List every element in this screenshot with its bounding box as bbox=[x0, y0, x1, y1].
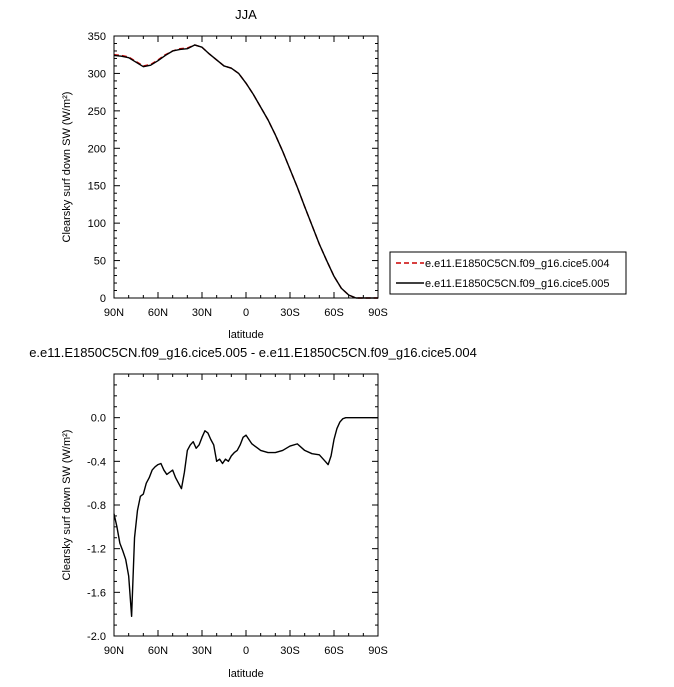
y-tick-label: 150 bbox=[88, 181, 106, 193]
legend: e.e11.E1850C5CN.f09_g16.cice5.004 e.e11.E… bbox=[389, 251, 627, 295]
y-tick-label: 200 bbox=[88, 143, 106, 155]
y-tick-label: 0.0 bbox=[91, 413, 106, 425]
y-tick-label: 300 bbox=[88, 68, 106, 80]
x-tick-label: 90N bbox=[104, 307, 124, 319]
x-tick-label: 90N bbox=[104, 645, 124, 657]
x-tick-label: 30S bbox=[280, 307, 300, 319]
chart-title: JJA bbox=[235, 7, 257, 22]
plot-frame bbox=[113, 373, 379, 637]
x-tick-label: 60N bbox=[148, 307, 168, 319]
x-tick-label: 0 bbox=[243, 645, 249, 657]
x-tick-label: 60S bbox=[324, 307, 344, 319]
legend-label-0: e.e11.E1850C5CN.f09_g16.cice5.004 bbox=[425, 258, 610, 270]
y-tick-label: 100 bbox=[88, 218, 106, 230]
y-tick-label: -1.2 bbox=[87, 544, 106, 556]
x-tick-label: 90S bbox=[368, 645, 388, 657]
series-line-1 bbox=[113, 44, 378, 299]
y-axis-label: Clearsky surf down SW (W/m²) bbox=[61, 92, 73, 243]
y-tick-label: -0.4 bbox=[87, 456, 106, 468]
x-tick-label: 30N bbox=[192, 645, 212, 657]
y-tick-label: 50 bbox=[94, 256, 106, 268]
x-tick-label: 0 bbox=[243, 307, 249, 319]
chart-title: e.e11.E1850C5CN.f09_g16.cice5.005 - e.e1… bbox=[29, 345, 477, 360]
x-axis-label: latitude bbox=[228, 329, 263, 341]
y-tick-label: -1.6 bbox=[87, 587, 106, 599]
y-tick-label: -0.8 bbox=[87, 500, 106, 512]
x-axis-label: latitude bbox=[228, 668, 263, 680]
x-tick-label: 30S bbox=[280, 645, 300, 657]
legend-box bbox=[389, 251, 627, 295]
plot-frame bbox=[113, 35, 379, 299]
x-tick-label: 30N bbox=[192, 307, 212, 319]
x-tick-label: 90S bbox=[368, 307, 388, 319]
y-tick-label: 350 bbox=[88, 31, 106, 43]
y-tick-label: -2.0 bbox=[87, 631, 106, 643]
series-line-0 bbox=[113, 416, 378, 618]
y-tick-label: 0 bbox=[100, 293, 106, 305]
y-axis-label-group: Clearsky surf down SW (W/m²) bbox=[61, 430, 73, 581]
y-axis-label: Clearsky surf down SW (W/m²) bbox=[61, 430, 73, 581]
legend-label-1: e.e11.E1850C5CN.f09_g16.cice5.005 bbox=[425, 278, 610, 290]
x-tick-label: 60S bbox=[324, 645, 344, 657]
y-axis-label-group: Clearsky surf down SW (W/m²) bbox=[61, 92, 73, 243]
x-tick-label: 60N bbox=[148, 645, 168, 657]
y-tick-label: 250 bbox=[88, 106, 106, 118]
